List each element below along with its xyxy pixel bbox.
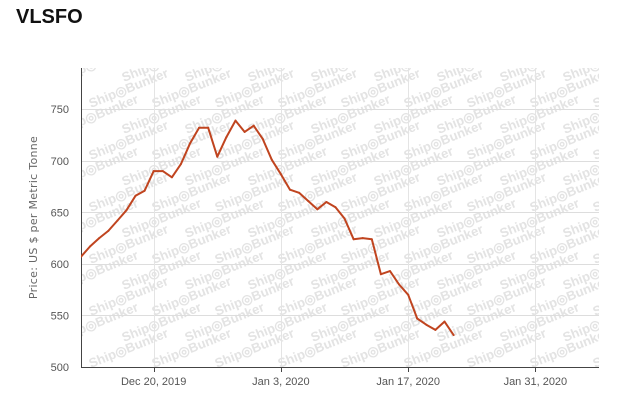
data-point (343, 217, 346, 220)
data-point (252, 124, 255, 127)
data-point (434, 328, 437, 331)
x-tick-label: Jan 31, 2020 (504, 376, 568, 388)
data-point (116, 219, 119, 222)
data-point (198, 126, 201, 129)
data-point (370, 238, 373, 241)
x-tick-label: Dec 20, 2019 (121, 376, 186, 388)
data-point (207, 126, 210, 129)
data-point (352, 238, 355, 241)
data-point (325, 201, 328, 203)
data-point (152, 170, 155, 173)
data-point (289, 188, 291, 191)
data-point (180, 162, 182, 165)
data-point (107, 229, 110, 232)
x-tick-label: Jan 17, 2020 (376, 376, 440, 388)
data-point (425, 323, 428, 326)
y-tick-label: 650 (51, 207, 69, 219)
data-point (316, 208, 319, 211)
data-point (261, 138, 264, 141)
data-point (161, 170, 164, 173)
data-point (279, 173, 282, 176)
data-point (334, 206, 337, 209)
price-series-line (81, 119, 455, 336)
y-tick-label: 500 (51, 362, 69, 374)
data-point (416, 317, 419, 320)
data-point (89, 245, 92, 248)
y-tick-label: 600 (51, 259, 69, 271)
y-tick-label: 550 (51, 310, 69, 322)
y-tick-label: 750 (51, 104, 69, 116)
data-point (234, 119, 237, 122)
data-point (170, 176, 173, 179)
data-point (379, 273, 382, 276)
data-point (189, 142, 192, 145)
data-point (216, 155, 219, 158)
series-layer (81, 119, 455, 336)
data-point (389, 270, 391, 273)
data-point (443, 320, 446, 323)
data-point (143, 189, 146, 192)
x-tick-label: Jan 3, 2020 (252, 376, 310, 388)
data-point (134, 194, 137, 197)
data-point (243, 130, 246, 133)
data-point (452, 334, 455, 336)
data-point (298, 191, 301, 194)
data-point (125, 209, 128, 212)
tick-labels: 500 550 600 650 700 750 Dec 20, 2019 Jan 3, 202… (51, 104, 568, 388)
data-point (98, 237, 101, 240)
grid-lines (81, 68, 599, 367)
chart-title: VLSFO (16, 6, 83, 28)
data-point (361, 237, 364, 240)
data-point (307, 200, 310, 202)
data-point (270, 158, 273, 161)
watermark-layer: Ship◎BunkerShip◎BunkerShip◎BunkerShip◎Bu… (81, 68, 599, 367)
data-point (81, 255, 82, 258)
data-point (407, 293, 410, 296)
y-axis-title: Price: US $ per Metric Tonne (27, 136, 40, 299)
axes (81, 68, 599, 372)
y-tick-label: 700 (51, 156, 69, 168)
data-point (225, 136, 228, 139)
data-point (398, 283, 401, 286)
